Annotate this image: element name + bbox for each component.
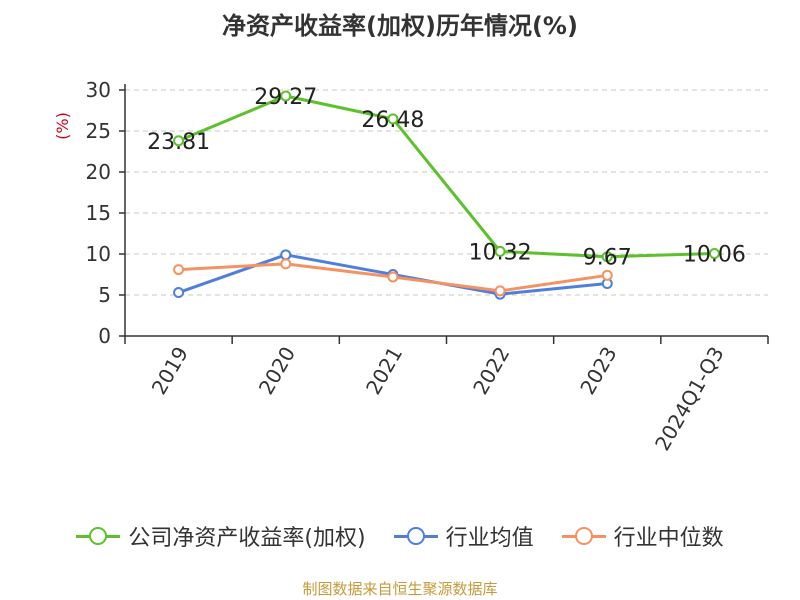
- x-tick-label: 2020: [254, 343, 300, 399]
- legend-marker-icon: [76, 525, 121, 547]
- series-line: [178, 94, 715, 259]
- data-point: [173, 264, 185, 276]
- y-tick-label: 5: [98, 283, 111, 307]
- data-point: [494, 285, 506, 297]
- data-label: 29.27: [254, 85, 317, 110]
- data-point: [387, 271, 399, 283]
- y-tick-label: 25: [86, 119, 111, 143]
- data-point: [601, 269, 613, 281]
- data-point: [387, 113, 399, 125]
- data-point: [173, 287, 185, 299]
- x-tick-label: 2022: [468, 343, 514, 399]
- y-axis-label: (%): [53, 112, 72, 140]
- data-point: [280, 90, 292, 102]
- data-labels: 23.81 29.27 26.48 10.32 9.67 10.06: [147, 85, 746, 271]
- legend-marker-icon: [393, 525, 438, 547]
- legend-item[interactable]: 行业中位数: [561, 520, 724, 552]
- data-label: 9.67: [583, 246, 632, 271]
- y-tick-label: 30: [86, 78, 111, 102]
- series-lines: [173, 90, 720, 300]
- y-tick-label: 0: [98, 324, 111, 348]
- data-point: [280, 249, 292, 261]
- y-tick-label: 15: [86, 201, 111, 225]
- x-tick-label: 2019: [147, 343, 193, 399]
- data-point: [280, 258, 292, 270]
- y-tick-label: 20: [86, 160, 111, 184]
- x-tick-label: 2021: [361, 343, 407, 399]
- legend-label: 行业中位数: [613, 526, 724, 551]
- legend-label: 行业均值: [445, 526, 534, 551]
- y-tick-label: 10: [86, 242, 111, 266]
- data-point: [494, 245, 506, 257]
- legend-item[interactable]: 公司净资产收益率(加权): [76, 520, 366, 552]
- grid-lines: [125, 89, 768, 296]
- x-tick-label: 2023: [575, 343, 621, 399]
- legend-item[interactable]: 行业均值: [393, 520, 534, 552]
- chart-title: 净资产收益率(加权)历年情况(%): [222, 12, 578, 40]
- data-label: 10.32: [469, 240, 532, 265]
- data-point: [601, 251, 613, 263]
- source-note: 制图数据来自恒生聚源数据库: [302, 580, 498, 598]
- legend: 公司净资产收益率(加权) 行业均值 行业中位数: [0, 520, 800, 552]
- legend-label: 公司净资产收益率(加权): [128, 526, 366, 551]
- data-point: [173, 135, 185, 147]
- legend-marker-icon: [561, 525, 606, 547]
- data-point: [708, 248, 720, 260]
- data-label: 23.81: [147, 130, 210, 155]
- data-label: 26.48: [361, 108, 424, 133]
- data-label: 10.06: [683, 243, 746, 268]
- x-tick-label: 2024Q1-Q3: [650, 343, 729, 455]
